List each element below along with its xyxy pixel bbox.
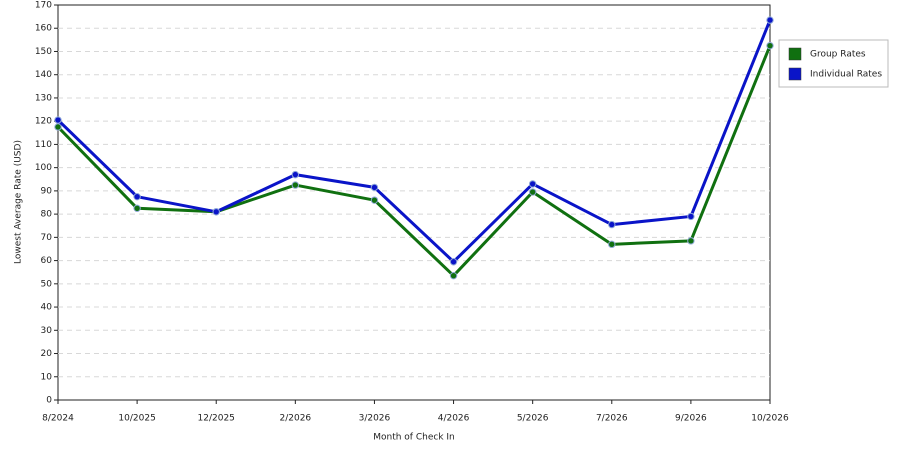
series-line (56, 45, 772, 278)
x-tick-label: 12/2025 (198, 414, 235, 424)
x-tick-label: 5/2026 (517, 414, 549, 424)
y-tick-label: 150 (35, 47, 52, 57)
y-tick-label: 130 (35, 93, 52, 103)
x-tick-label: 10/2025 (118, 414, 155, 424)
y-tick-label: 80 (41, 210, 53, 220)
data-point (608, 220, 616, 229)
data-point (133, 204, 141, 213)
data-point (370, 183, 379, 192)
plot-area (57, 4, 771, 401)
x-tick-label: 9/2026 (675, 414, 707, 424)
data-point (449, 271, 458, 280)
data-point (528, 180, 537, 188)
y-tick-label: 70 (41, 233, 53, 243)
y-tick-label: 110 (35, 140, 52, 150)
x-tick-label: 10/2026 (751, 414, 789, 424)
y-tick-label: 120 (35, 117, 52, 127)
y-tick-label: 160 (35, 24, 52, 34)
data-point (54, 116, 62, 124)
legend-label: Group Rates (810, 50, 866, 60)
y-tick-label: 30 (41, 326, 53, 336)
series-line (56, 19, 772, 264)
data-point (766, 41, 774, 50)
y-tick-label: 60 (41, 256, 53, 266)
x-axis-label: Month of Check In (373, 433, 455, 443)
y-axis-label: Lowest Average Rate (USD) (14, 140, 24, 264)
y-tick-label: 0 (46, 396, 52, 406)
data-point (528, 188, 537, 196)
y-tick-label: 20 (41, 349, 53, 359)
legend-swatch (788, 67, 802, 81)
y-tick-label: 10 (41, 372, 53, 382)
x-tick-label: 2/2026 (279, 414, 311, 424)
data-point (608, 240, 616, 249)
data-point (291, 181, 300, 189)
y-tick-label: 100 (35, 163, 52, 173)
data-point (687, 212, 695, 221)
data-point (766, 16, 774, 24)
y-tick-label: 170 (35, 1, 52, 11)
x-tick-label: 8/2024 (42, 414, 74, 424)
y-tick-label: 40 (41, 303, 53, 313)
data-point (687, 237, 695, 245)
data-point (133, 192, 141, 201)
legend-label: Individual Rates (810, 70, 882, 80)
legend-swatch (788, 47, 802, 61)
y-tick-label: 140 (35, 70, 52, 80)
x-tick-label: 4/2026 (438, 414, 470, 424)
y-tick-label: 50 (41, 279, 53, 289)
data-point (212, 208, 220, 216)
y-tick-label: 90 (41, 186, 53, 196)
data-point (370, 196, 379, 204)
x-tick-label: 3/2026 (359, 414, 391, 424)
x-tick-label: 7/2026 (596, 414, 628, 424)
data-point (449, 258, 458, 266)
data-point (291, 170, 300, 179)
data-point (54, 123, 62, 131)
